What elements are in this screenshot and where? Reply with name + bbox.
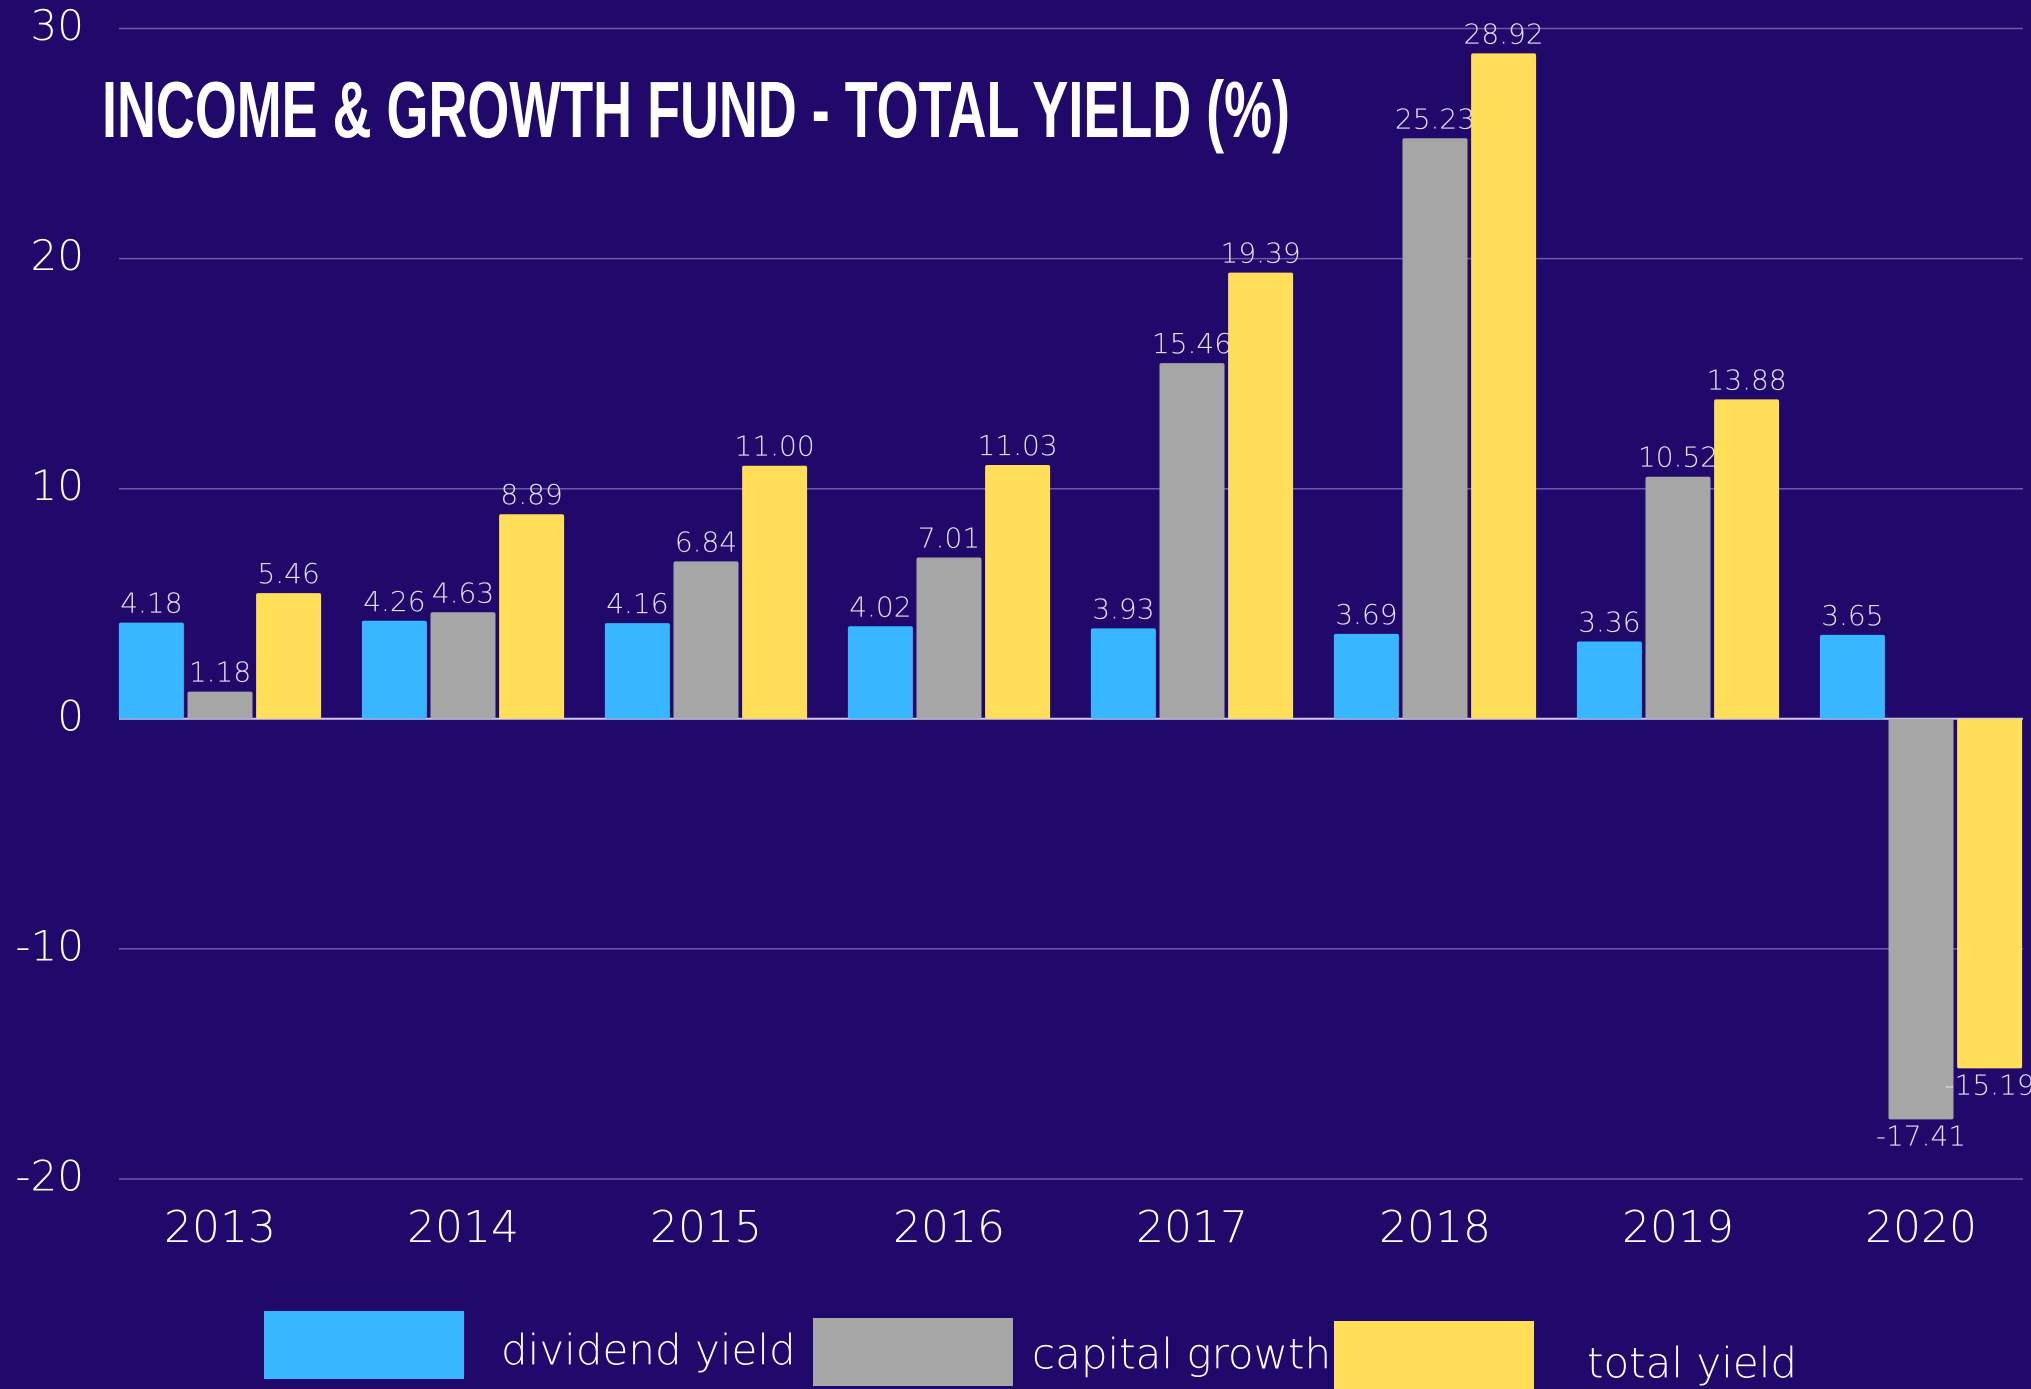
data-label: 3.69 [1335,598,1397,631]
y-tick-label: 0 [57,691,84,740]
x-tick-label: 2017 [1136,1202,1248,1253]
bar [256,593,322,719]
y-tick-label: 10 [31,461,84,510]
legend-swatch [1334,1321,1534,1389]
x-tick-label: 2020 [1865,1202,1977,1253]
data-label: 3.36 [1578,605,1640,638]
bar [673,561,739,719]
bar [1957,718,2023,1069]
bar [1333,633,1399,719]
data-label: 8.89 [500,478,562,511]
bar [742,465,808,719]
x-tick-label: 2015 [650,1202,762,1253]
legend-label: capital growth [1032,1330,1331,1379]
data-label: 15.46 [1152,327,1232,360]
x-tick-label: 2018 [1379,1202,1491,1253]
y-tick-label: 20 [31,231,84,280]
bar [1090,628,1156,719]
bar [1714,399,1780,719]
data-label: 11.00 [735,430,815,463]
bar [985,464,1051,719]
data-label: -17.41 [1876,1119,1966,1152]
bar [847,626,913,719]
bar [499,514,565,719]
data-label: 4.02 [849,590,911,623]
data-label: 11.03 [978,429,1058,462]
bar [916,557,982,719]
y-tick-label: 30 [31,1,84,50]
data-label: 28.92 [1464,17,1544,50]
data-label: 5.46 [257,557,319,590]
data-label: -15.19 [1944,1068,2031,1101]
x-tick-label: 2013 [164,1202,276,1253]
y-tick-label: -10 [15,921,84,970]
data-label: 25.23 [1395,102,1475,135]
bar [187,691,253,719]
x-tick-label: 2016 [893,1202,1005,1253]
legend-swatch [264,1311,464,1379]
x-tick-label: 2014 [407,1202,519,1253]
bar [1888,718,1954,1120]
data-label: 6.84 [675,525,737,558]
y-tick-label: -20 [15,1152,84,1201]
bar [604,623,670,719]
data-label: 3.65 [1821,599,1883,632]
legend-label: total yield [1587,1339,1797,1388]
bar [1819,634,1885,719]
bar [430,612,496,719]
bar [1228,272,1294,719]
bar [1402,138,1468,719]
data-label: 4.26 [363,585,425,618]
bar [1576,641,1642,719]
data-label: 3.93 [1092,592,1154,625]
chart-title: INCOME & GROWTH FUND - TOTAL YIELD (%) [102,65,1290,154]
data-label: 7.01 [918,521,980,554]
bar [1159,363,1225,719]
data-label: 19.39 [1221,237,1301,270]
x-tick-label: 2019 [1622,1202,1734,1253]
bar [1471,53,1537,719]
data-label: 4.18 [120,587,182,620]
data-label: 4.16 [606,587,668,620]
legend-label: dividend yield [501,1326,796,1375]
data-label: 10.52 [1638,441,1718,474]
bar [361,620,427,719]
data-label: 13.88 [1707,363,1787,396]
data-label: 1.18 [189,656,251,689]
legend-swatch [813,1318,1013,1386]
bar [1645,476,1711,719]
bar [118,622,184,719]
data-label: 4.63 [432,576,494,609]
